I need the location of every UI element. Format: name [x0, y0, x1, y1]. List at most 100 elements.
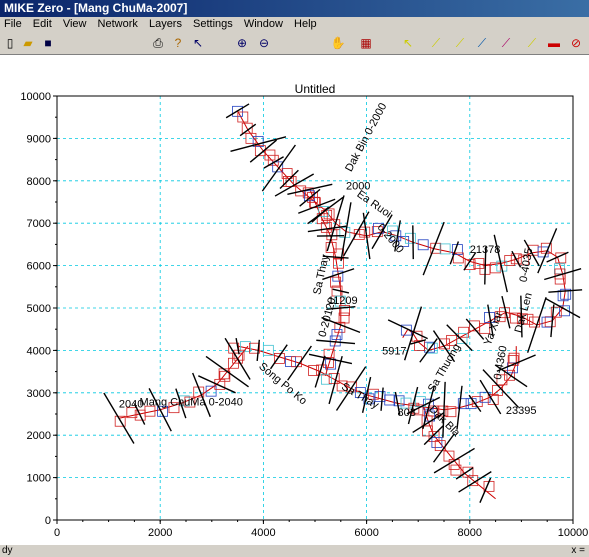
- cross-section-line: [479, 379, 502, 415]
- grid-cell: [487, 394, 499, 405]
- branch-label: Mang ChuMa 0-2040: [140, 397, 243, 409]
- edit-branch-icon[interactable]: ⟋: [455, 36, 465, 50]
- merge-icon[interactable]: ⟋: [501, 36, 511, 50]
- grid-cell: [404, 232, 416, 244]
- branch-label: Song Po Ko: [256, 360, 309, 407]
- cross-section-line: [322, 268, 355, 281]
- grid-cell: [469, 320, 480, 332]
- menu-file[interactable]: File: [4, 18, 22, 30]
- grid-cell: [168, 402, 180, 414]
- grid-cell: [518, 254, 530, 266]
- help-icon[interactable]: ?: [174, 36, 182, 50]
- tool-icon[interactable]: ⟋: [477, 36, 487, 50]
- menu-help[interactable]: Help: [294, 18, 317, 30]
- zoom-in-icon[interactable]: ⊕: [236, 36, 248, 50]
- grid-cell: [446, 334, 458, 346]
- status-left: dy: [2, 545, 13, 556]
- cross-section-line: [230, 136, 287, 152]
- context-help-icon[interactable]: ↖: [192, 36, 204, 50]
- cross-section-line: [175, 388, 187, 419]
- grid-cell: [473, 258, 485, 269]
- grid-cell: [458, 326, 470, 338]
- grid-cell: [457, 398, 469, 410]
- grid-cell: [281, 168, 293, 179]
- cross-section-line: [274, 173, 315, 197]
- cross-section-line: [249, 139, 278, 163]
- new-icon[interactable]: ▯: [6, 36, 14, 50]
- select-icon[interactable]: ↖: [402, 36, 414, 50]
- grid-cell: [326, 229, 338, 241]
- status-bar: dy x =: [0, 545, 589, 557]
- menu-network[interactable]: Network: [97, 18, 138, 30]
- grid-cell: [522, 313, 534, 325]
- menu-edit[interactable]: Edit: [32, 18, 52, 30]
- cross-section-line: [148, 388, 172, 432]
- grid-cell: [510, 253, 522, 265]
- add-point-icon[interactable]: ⟋: [431, 36, 441, 50]
- y-tick-label: 4000: [27, 345, 51, 357]
- menu-window[interactable]: Window: [243, 18, 283, 30]
- branch-label: 23395: [506, 405, 537, 417]
- grid-cell: [232, 352, 243, 364]
- cross-section-icon[interactable]: ⊘: [570, 36, 582, 50]
- cross-section-line: [133, 403, 146, 425]
- grid-cell: [273, 353, 285, 364]
- grid-cell: [333, 248, 344, 260]
- cross-section-line: [482, 369, 520, 408]
- grid-cell: [496, 374, 508, 386]
- x-tick-label: 4000: [251, 527, 275, 539]
- cross-section-line: [316, 339, 356, 345]
- grid-cell: [334, 321, 346, 333]
- cross-section-line: [455, 467, 474, 480]
- car-icon[interactable]: ▬: [548, 36, 560, 50]
- cross-section-line: [314, 355, 326, 388]
- cross-section-line: [299, 188, 321, 207]
- cross-section-line: [463, 252, 477, 271]
- grid-cell: [205, 385, 217, 397]
- open-icon[interactable]: ▰: [23, 36, 33, 50]
- grid-cell: [554, 273, 566, 285]
- cross-section-line: [343, 211, 370, 257]
- cross-section-line: [487, 304, 494, 337]
- cross-section-line: [279, 169, 299, 189]
- cross-section-line: [261, 144, 296, 192]
- cross-section-line: [326, 305, 356, 311]
- grid-cell: [439, 338, 450, 350]
- zoom-out-icon[interactable]: ⊖: [258, 36, 270, 50]
- cross-section-line: [520, 295, 523, 338]
- cross-section-line: [546, 251, 569, 263]
- grid-cell: [144, 405, 156, 417]
- plot-area[interactable]: Untitled Dak Bin 0-2000 Ea Ruoi 0-2000 2000…: [0, 55, 589, 545]
- grid-icon[interactable]: ▦: [360, 36, 372, 50]
- cross-section-line: [225, 103, 250, 119]
- cross-section-line: [422, 221, 445, 276]
- cross-section-line: [494, 364, 528, 388]
- grid-cell: [318, 206, 330, 217]
- save-icon[interactable]: ■: [44, 36, 52, 50]
- grid-cell: [437, 405, 449, 417]
- connect-icon[interactable]: ⟋: [527, 36, 537, 50]
- y-tick-label: 8000: [27, 176, 51, 188]
- grid-cell: [494, 311, 506, 323]
- grid-cell: [114, 415, 126, 427]
- menu-layers[interactable]: Layers: [148, 18, 182, 30]
- cross-section-line: [298, 198, 336, 214]
- cross-section-line: [406, 396, 441, 415]
- grid-cell: [508, 352, 520, 364]
- y-tick-label: 9000: [27, 133, 51, 145]
- cross-section-line: [501, 295, 511, 329]
- pan-icon[interactable]: ✋: [330, 36, 346, 50]
- grid-cell: [439, 243, 451, 255]
- grid-cell: [445, 406, 457, 418]
- grid-cell: [184, 396, 196, 408]
- grid-cell: [529, 316, 540, 328]
- print-icon[interactable]: ⎙: [153, 36, 163, 50]
- menu-view[interactable]: View: [62, 18, 87, 30]
- cross-section-line: [496, 354, 536, 372]
- grid-cell: [367, 388, 379, 400]
- status-coordinate: x =: [571, 545, 585, 556]
- x-tick-label: 10000: [558, 527, 589, 539]
- menu-settings[interactable]: Settings: [193, 18, 233, 30]
